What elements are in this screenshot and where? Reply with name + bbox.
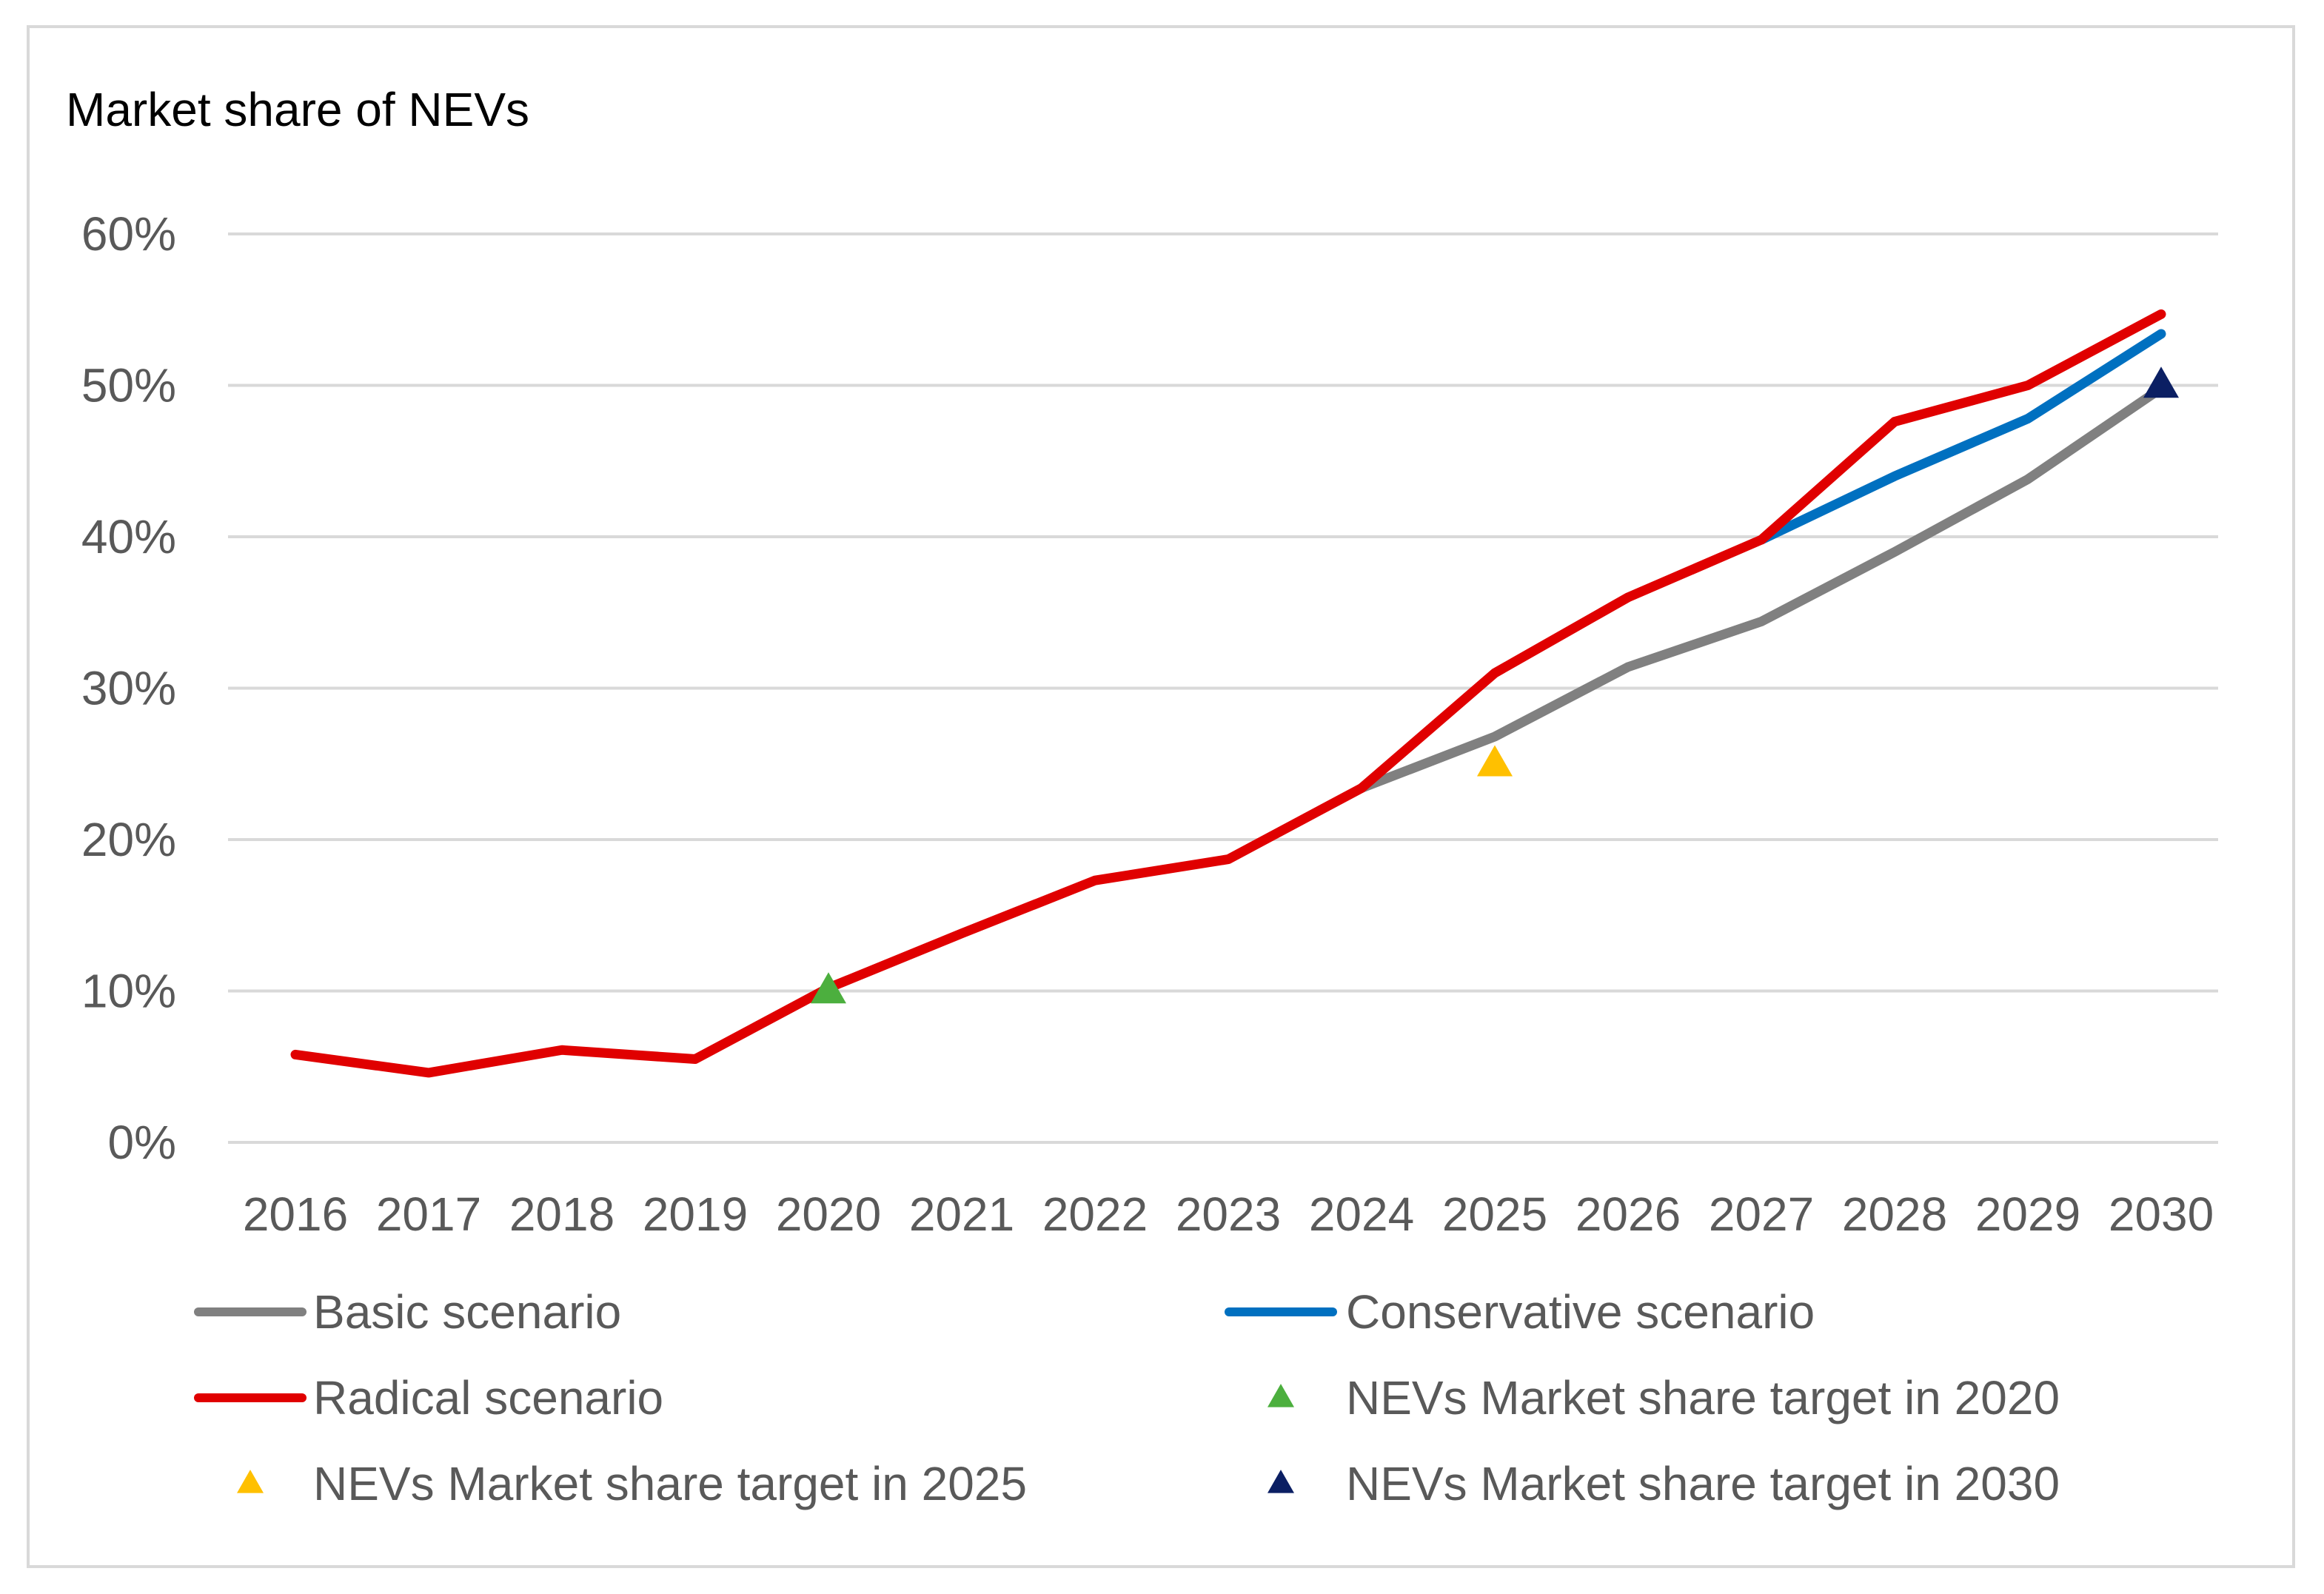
x-tick-label: 2030 [2109, 1188, 2214, 1241]
y-tick-label: 50% [81, 359, 176, 412]
legend-label: Conservative scenario [1346, 1285, 1815, 1339]
x-tick-label: 2027 [1709, 1188, 1814, 1241]
x-axis-ticks: 2016 2017 2018 2019 2020 2021 2022 2023 2024 2025… [243, 1188, 2214, 1241]
y-tick-label: 30% [81, 662, 176, 715]
y-tick-label: 20% [81, 813, 176, 866]
y-tick-label: 0% [108, 1116, 177, 1169]
x-tick-label: 2018 [509, 1188, 615, 1241]
y-tick-label: 40% [81, 510, 176, 563]
legend-swatch-triangle [1268, 1384, 1294, 1407]
legend-label: NEVs Market share target in 2030 [1346, 1457, 2060, 1510]
series-line-conservative-scenario [1756, 329, 2166, 545]
target-marker-2020 [811, 972, 846, 1004]
chart-title: Market share of NEVs [66, 83, 529, 136]
x-tick-label: 2016 [243, 1188, 348, 1241]
legend-label: Basic scenario [313, 1285, 621, 1339]
legend-swatch-triangle [1268, 1470, 1294, 1493]
target-markers [811, 366, 2179, 1004]
x-tick-label: 2019 [643, 1188, 748, 1241]
x-tick-label: 2025 [1442, 1188, 1547, 1241]
legend-label: NEVs Market share target in 2025 [313, 1457, 1027, 1510]
x-tick-label: 2017 [376, 1188, 481, 1241]
x-tick-label: 2020 [776, 1188, 881, 1241]
x-tick-label: 2023 [1176, 1188, 1281, 1241]
x-tick-label: 2028 [1842, 1188, 1947, 1241]
legend-label: NEVs Market share target in 2020 [1346, 1371, 2060, 1424]
legend-label: Radical scenario [313, 1371, 663, 1424]
y-tick-label: 60% [81, 207, 176, 261]
x-tick-label: 2022 [1042, 1188, 1148, 1241]
target-marker-2030 [2143, 366, 2179, 398]
series-lines [290, 309, 2166, 1078]
target-marker-2025 [1477, 745, 1513, 777]
x-tick-label: 2029 [1975, 1188, 2080, 1241]
x-tick-label: 2021 [909, 1188, 1014, 1241]
x-tick-label: 2024 [1309, 1188, 1414, 1241]
series-line-basic-scenario [1356, 384, 2166, 793]
legend: Basic scenario Conservative scenario Radic… [194, 1285, 2060, 1510]
y-axis-ticks: 0% 10% 20% 30% 40% 50% 60% [81, 207, 176, 1169]
chart-frame [27, 25, 2295, 1568]
series-line-radical-scenario [290, 309, 2166, 1078]
x-tick-label: 2026 [1575, 1188, 1681, 1241]
legend-swatch-triangle [237, 1470, 264, 1493]
y-tick-label: 10% [81, 965, 176, 1018]
gridlines [228, 232, 2218, 1144]
